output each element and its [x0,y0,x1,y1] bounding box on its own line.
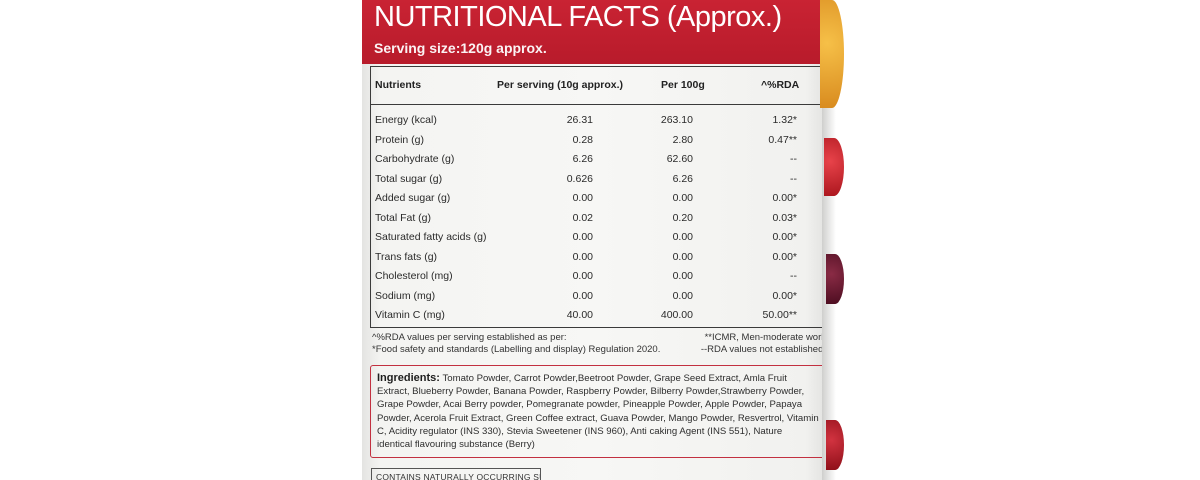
orange-fruit-graphic [820,0,844,108]
serving-size: Serving size:120g approx. [374,40,547,56]
nutrient-name: Sodium (mg) [375,289,436,302]
footnote-regulation: *Food safety and standards (Labelling an… [372,343,661,355]
per-100g-value: 0.00 [672,270,693,282]
header-per-serving: Per serving (10g approx.) [497,79,624,91]
per-100g-value: 400.00 [660,309,693,321]
per-serving-value: 0.28 [572,133,593,146]
footnote-icmr: **ICMR, Men-moderate work [704,332,826,343]
per-serving-value: 0.626 [566,172,593,185]
nutrition-table: Nutrients Per serving (10g approx.) Per … [370,66,826,328]
label-header: NUTRITIONAL FACTS (Approx.) Serving size… [362,0,834,64]
table-row: Energy (kcal) 26.31 263.10 1.32* [371,111,825,131]
table-body: Energy (kcal) 26.31 263.10 1.32* Protein… [371,111,825,326]
table-row: Total Fat (g) 0.02 0.20 0.03* [371,209,825,229]
per-serving-value: 0.00 [572,250,593,263]
plum-fruit-graphic [826,254,844,304]
table-header: Nutrients Per serving (10g approx.) Per … [371,67,825,105]
table-row: Sodium (mg) 0.00 0.00 0.00* [371,287,825,307]
table-row: Added sugar (g) 0.00 0.00 0.00* [371,189,825,209]
table-row: Cholesterol (mg) 0.00 0.00 -- [371,267,825,287]
per-100g-value: 263.10 [660,114,693,126]
rda-value: 0.47** [768,133,797,146]
table-row: Protein (g) 0.28 2.80 0.47** [371,131,825,151]
header-rda: ^%RDA [761,79,800,91]
per-100g-value: 6.26 [672,172,693,185]
per-serving-value: 0.00 [572,270,593,282]
nutrition-label: NUTRITIONAL FACTS (Approx.) Serving size… [362,0,834,480]
table-row: Saturated fatty acids (g) 0.00 0.00 0.00… [371,228,825,248]
footnote-not-established: --RDA values not established. [700,343,826,355]
ingredients-title: Ingredients: [377,372,440,384]
rda-value: 1.32* [772,114,797,126]
header-per-100g: Per 100g [661,79,705,91]
footnote-rda-basis: ^%RDA values per serving established as … [372,332,567,343]
table-row: Trans fats (g) 0.00 0.00 0.00* [371,248,825,268]
per-serving-value: 0.00 [572,289,593,302]
per-serving-value: 40.00 [566,309,593,321]
per-serving-value: 0.02 [572,211,593,224]
ingredients-box: Ingredients: Tomato Powder, Carrot Powde… [370,365,826,458]
rda-value: 0.00* [772,231,797,243]
header-nutrients: Nutrients [375,79,422,91]
contains-sugar-note: CONTAINS NATURALLY OCCURRING SUGAR [371,468,541,480]
nutrient-name: Carbohydrate (g) [375,153,455,165]
rda-value: -- [790,153,797,165]
rda-value: -- [790,270,797,282]
nutrient-name: Vitamin C (mg) [375,309,445,321]
per-100g-value: 0.20 [672,211,693,224]
nutrient-name: Total Fat (g) [375,211,432,224]
bottle-edge [822,0,836,480]
table-row: Vitamin C (mg) 40.00 400.00 50.00** [371,306,825,326]
table-row: Carbohydrate (g) 6.26 62.60 -- [371,150,825,170]
ingredients-list: Tomato Powder, Carrot Powder,Beetroot Po… [377,373,819,451]
per-100g-value: 2.80 [672,133,693,146]
nutrient-name: Total sugar (g) [375,172,443,185]
rda-value: -- [790,172,797,185]
rda-value: 0.00* [772,250,797,263]
nutrient-name: Added sugar (g) [375,192,451,204]
rda-value: 50.00** [762,309,797,321]
table-row: Total sugar (g) 0.626 6.26 -- [371,170,825,190]
nutrient-name: Saturated fatty acids (g) [375,231,487,243]
per-100g-value: 0.00 [672,192,693,204]
berry-fruit-graphic [826,420,844,470]
rda-value: 0.03* [772,211,797,224]
rda-value: 0.00* [772,289,797,302]
per-100g-value: 62.60 [666,153,693,165]
nutrient-name: Energy (kcal) [375,114,437,126]
per-serving-value: 0.00 [572,192,593,204]
footnote-left: ^%RDA values per serving established as … [372,332,660,355]
per-serving-value: 26.31 [566,114,593,126]
per-100g-value: 0.00 [672,231,693,243]
rda-value: 0.00* [772,192,797,204]
per-serving-value: 0.00 [572,231,593,243]
footnote-right: **ICMR, Men-moderate work --RDA values n… [701,332,826,355]
nutrient-name: Protein (g) [375,133,425,146]
nutrient-name: Cholesterol (mg) [375,270,453,282]
per-100g-value: 0.00 [672,250,693,263]
per-100g-value: 0.00 [672,289,693,302]
per-serving-value: 6.26 [572,153,593,165]
strawberry-fruit-graphic [824,138,844,196]
nutrient-name: Trans fats (g) [375,250,438,263]
label-title: NUTRITIONAL FACTS (Approx.) [374,1,782,33]
